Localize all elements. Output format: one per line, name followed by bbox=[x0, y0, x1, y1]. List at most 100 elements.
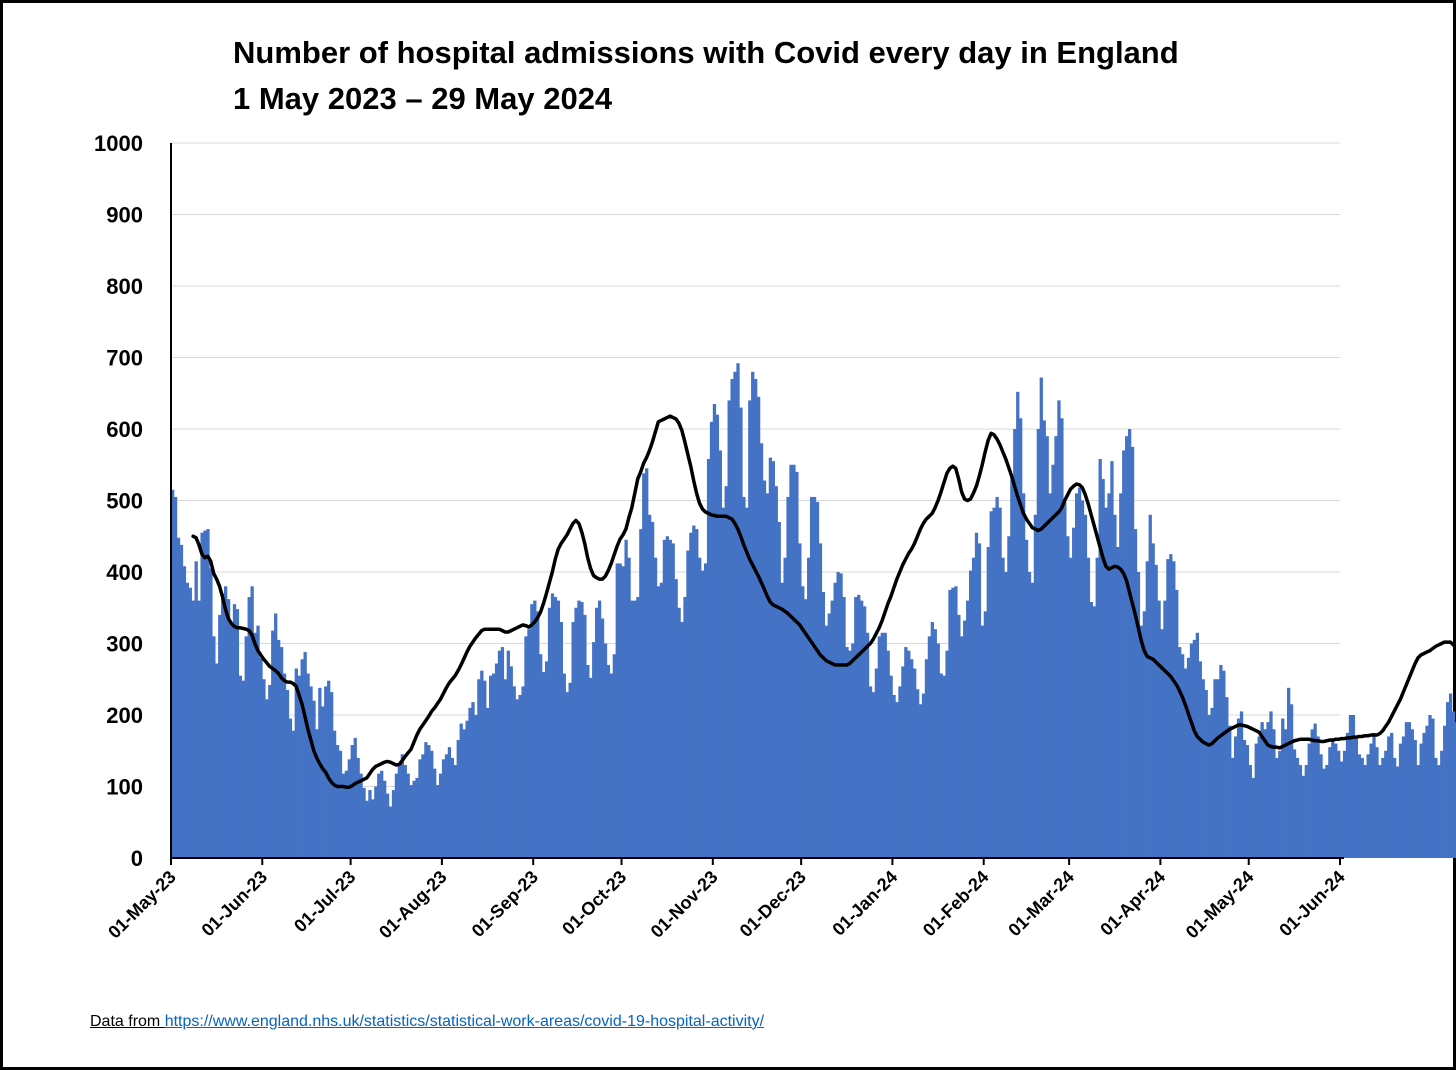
title-line-1: Number of hospital admissions with Covid… bbox=[233, 35, 1179, 70]
bar-day-198 bbox=[751, 371, 755, 858]
bar-day-314 bbox=[1092, 606, 1096, 858]
bar-day-58 bbox=[338, 750, 343, 858]
bar-day-297 bbox=[1042, 420, 1046, 858]
bar-day-56 bbox=[332, 730, 337, 858]
bar-day-1 bbox=[171, 489, 175, 858]
bar-day-64 bbox=[356, 757, 360, 858]
bar-day-254 bbox=[915, 689, 920, 858]
bar-day-51 bbox=[318, 687, 322, 858]
bar-day-121 bbox=[524, 636, 528, 858]
bar-day-410 bbox=[1375, 747, 1379, 858]
bar-day-75 bbox=[388, 806, 393, 858]
bar-day-135 bbox=[565, 692, 569, 858]
bar-day-59 bbox=[341, 773, 346, 858]
bar-day-18 bbox=[221, 593, 225, 858]
data-source-link[interactable]: https://www.england.nhs.uk/statistics/st… bbox=[164, 1013, 765, 1030]
y-tick-label-900: 900 bbox=[106, 203, 143, 228]
bar-day-87 bbox=[424, 742, 428, 858]
bar-day-277 bbox=[983, 611, 987, 858]
y-tick-label-300: 300 bbox=[106, 632, 143, 657]
bar-day-308 bbox=[1074, 493, 1079, 858]
bar-day-225 bbox=[830, 600, 834, 858]
bar-day-31 bbox=[259, 657, 263, 858]
bar-day-167 bbox=[659, 582, 664, 858]
bar-day-324 bbox=[1122, 450, 1126, 858]
y-axis-tick-labels: 0 100 200 300 400 500 600 700 800 900 1000 bbox=[94, 131, 143, 871]
bar-day-411 bbox=[1378, 765, 1382, 858]
bar-day-99 bbox=[459, 723, 463, 858]
bar-day-124 bbox=[533, 600, 537, 858]
bar-day-33 bbox=[265, 699, 269, 858]
bar-day-202 bbox=[762, 480, 767, 858]
bar-day-193 bbox=[736, 363, 740, 858]
bar-day-384 bbox=[1298, 765, 1303, 858]
bar-day-392 bbox=[1322, 768, 1326, 859]
bar-day-98 bbox=[456, 740, 460, 858]
bar-day-243 bbox=[883, 632, 887, 858]
bar-day-23 bbox=[235, 609, 240, 858]
bar-day-191 bbox=[730, 378, 734, 858]
bar-day-278 bbox=[986, 546, 990, 858]
bar-day-26 bbox=[244, 636, 248, 858]
bar-day-231 bbox=[848, 650, 852, 858]
bar-day-178 bbox=[692, 525, 696, 858]
bar-day-41 bbox=[288, 718, 293, 858]
bar-day-406 bbox=[1363, 765, 1367, 858]
bar-day-81 bbox=[406, 773, 410, 858]
bar-day-104 bbox=[474, 715, 478, 858]
bar-day-276 bbox=[980, 625, 985, 859]
bar-day-106 bbox=[480, 670, 484, 858]
bar-day-174 bbox=[680, 622, 684, 858]
bar-day-280 bbox=[992, 507, 996, 858]
bar-day-291 bbox=[1024, 539, 1029, 858]
y-tick-label-100: 100 bbox=[106, 775, 143, 800]
bar-day-5 bbox=[182, 566, 187, 858]
bar-day-6 bbox=[185, 582, 190, 858]
bar-day-139 bbox=[577, 600, 581, 858]
bar-day-228 bbox=[839, 573, 843, 858]
x-tick-label-01-Dec-23: 01-Dec-23 bbox=[736, 867, 810, 941]
bar-day-360 bbox=[1228, 725, 1232, 858]
bar-day-333 bbox=[1148, 514, 1152, 858]
bar-day-425 bbox=[1419, 743, 1423, 858]
bar-day-378 bbox=[1281, 718, 1285, 858]
bar-day-238 bbox=[868, 686, 873, 858]
bar-day-264 bbox=[945, 650, 949, 858]
bar-day-10 bbox=[197, 600, 201, 858]
bar-day-395 bbox=[1331, 740, 1335, 858]
bar-day-113 bbox=[500, 647, 505, 858]
bar-day-52 bbox=[321, 706, 325, 858]
bar-day-355 bbox=[1213, 679, 1217, 858]
admissions-chart: 0 100 200 300 400 500 600 700 800 900 1000 01-May-… bbox=[94, 131, 1456, 942]
bar-day-143 bbox=[589, 677, 593, 858]
bar-day-258 bbox=[927, 636, 932, 858]
bar-day-341 bbox=[1172, 561, 1176, 858]
y-tick-label-0: 0 bbox=[131, 846, 143, 871]
bar-day-2 bbox=[173, 496, 178, 858]
bar-day-375 bbox=[1272, 729, 1276, 858]
x-tick-label-01-Oct-23: 01-Oct-23 bbox=[558, 867, 630, 939]
bar-day-82 bbox=[409, 785, 413, 858]
bar-day-418 bbox=[1398, 743, 1403, 858]
bar-day-415 bbox=[1390, 732, 1394, 859]
y-tick-label-400: 400 bbox=[106, 560, 143, 585]
bar-day-125 bbox=[536, 611, 540, 858]
bar-day-195 bbox=[742, 496, 746, 858]
bar-day-275 bbox=[977, 543, 982, 858]
bar-day-389 bbox=[1313, 723, 1317, 858]
bar-day-182 bbox=[703, 563, 708, 858]
bar-day-189 bbox=[724, 486, 728, 858]
bar-day-330 bbox=[1139, 625, 1144, 859]
bar-day-323 bbox=[1119, 493, 1123, 858]
bar-day-144 bbox=[592, 642, 596, 858]
bar-day-169 bbox=[665, 536, 669, 858]
bar-day-181 bbox=[701, 570, 705, 858]
bar-day-391 bbox=[1319, 754, 1323, 858]
bar-day-69 bbox=[371, 799, 375, 858]
bar-day-358 bbox=[1222, 670, 1226, 858]
bar-day-13 bbox=[206, 529, 210, 858]
bar-day-32 bbox=[262, 679, 266, 858]
bar-day-274 bbox=[974, 532, 979, 858]
bar-day-44 bbox=[297, 675, 301, 858]
bar-day-229 bbox=[842, 597, 846, 858]
